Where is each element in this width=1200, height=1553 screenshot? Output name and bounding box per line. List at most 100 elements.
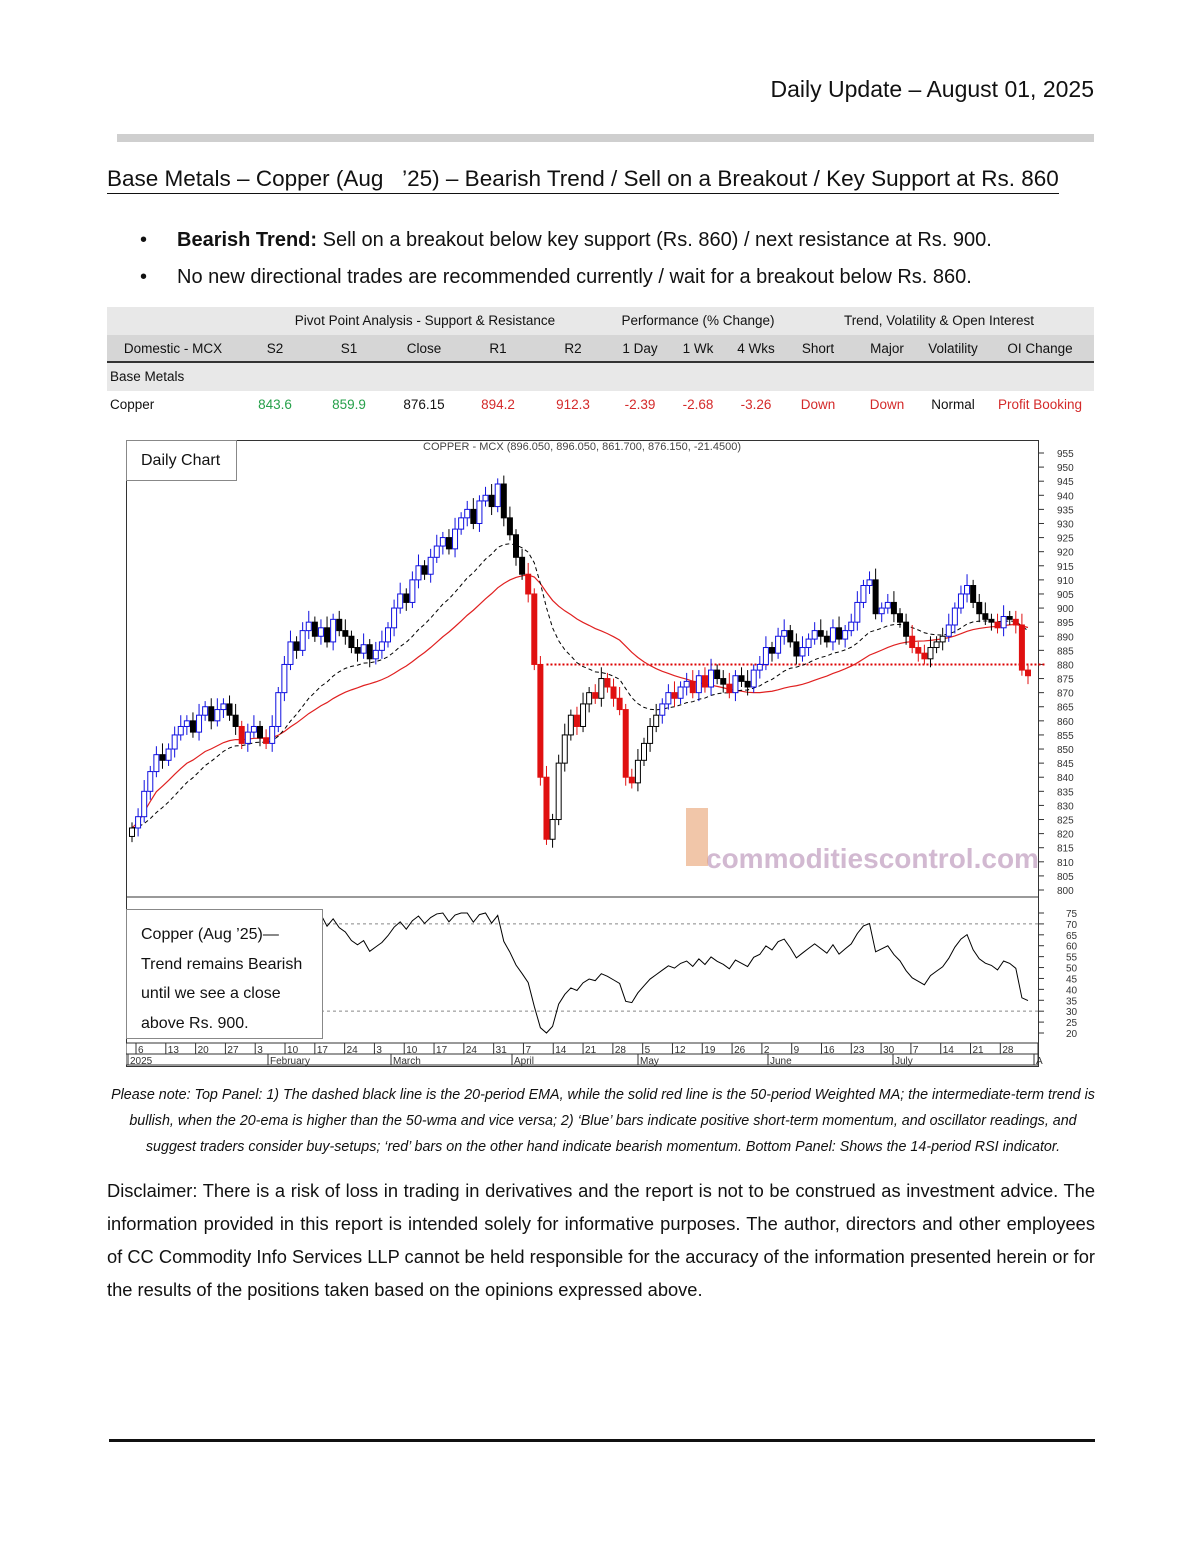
candle <box>634 759 641 784</box>
y-tick-label: 890 <box>1057 632 1074 643</box>
candle <box>775 635 782 654</box>
candle <box>372 649 379 660</box>
candle <box>598 678 605 699</box>
candle <box>933 641 940 649</box>
month-label: May <box>640 1056 659 1067</box>
candle <box>147 771 154 792</box>
y-tick-label: 895 <box>1057 618 1074 629</box>
candle <box>732 675 739 694</box>
day-tick-label: 13 <box>168 1045 180 1056</box>
candle <box>317 627 324 637</box>
bullet-item: Bearish Trend: Sell on a breakout below … <box>140 222 992 259</box>
candle <box>854 601 861 623</box>
candle <box>738 675 745 682</box>
candle <box>500 483 507 519</box>
candle <box>433 545 440 558</box>
chart-panel-label: Daily Chart <box>126 440 237 481</box>
day-tick-label: 12 <box>674 1045 686 1056</box>
day-tick-label: 9 <box>794 1045 800 1056</box>
candle <box>781 630 788 637</box>
day-tick-label: 21 <box>585 1045 597 1056</box>
candle <box>848 621 855 632</box>
month-label: July <box>895 1056 913 1067</box>
table-row: Copper 843.6 859.9 876.15 894.2 912.3 -2.39 -2.… <box>107 391 1094 419</box>
candle <box>939 635 946 643</box>
candle <box>531 593 538 665</box>
candle <box>342 630 349 637</box>
day-tick-label: 27 <box>227 1045 239 1056</box>
candle <box>464 508 471 519</box>
candle <box>872 579 879 615</box>
column-header: 1 Day <box>622 341 658 356</box>
month-label: March <box>393 1056 421 1067</box>
chart-note: Please note: Top Panel: 1) The dashed bl… <box>111 1087 1095 1155</box>
candle <box>543 776 550 840</box>
candle <box>799 647 806 657</box>
y-tick-label: 920 <box>1057 548 1074 559</box>
candle <box>567 714 574 736</box>
table-cell: Normal <box>931 397 975 412</box>
candle <box>470 508 477 524</box>
candle <box>293 641 300 651</box>
candle <box>525 573 532 595</box>
candle <box>452 528 459 550</box>
y-tick-label: 935 <box>1057 505 1074 516</box>
table-cell: -2.68 <box>682 397 714 412</box>
rsi-tick-label: 45 <box>1066 974 1078 985</box>
bullet-bold: Bearish Trend: <box>177 229 318 251</box>
column-header: Major <box>870 341 904 356</box>
candle <box>513 534 519 558</box>
candle <box>671 692 678 699</box>
candle <box>263 737 270 744</box>
day-tick-label: 5 <box>645 1045 651 1056</box>
rsi-line <box>217 912 1029 1034</box>
y-tick-label: 905 <box>1057 590 1074 601</box>
candle <box>232 714 239 727</box>
candle <box>378 641 385 651</box>
header-divider <box>117 134 1094 142</box>
candle <box>202 706 209 716</box>
candle <box>494 483 501 508</box>
day-tick-label: 2 <box>764 1045 770 1056</box>
candle <box>647 725 654 744</box>
candle <box>1000 616 1007 629</box>
day-tick-label: 14 <box>943 1045 955 1056</box>
day-tick-label: 10 <box>406 1045 418 1056</box>
candle <box>281 663 288 694</box>
y-tick-label: 925 <box>1057 534 1074 545</box>
day-tick-label: 17 <box>436 1045 448 1056</box>
y-tick-label: 915 <box>1057 562 1074 573</box>
table-cell: Down <box>869 397 905 412</box>
y-tick-label: 860 <box>1057 717 1074 728</box>
candle <box>287 641 294 665</box>
rsi-tick-label: 25 <box>1066 1018 1078 1029</box>
column-header: Volatility <box>928 341 978 356</box>
column-header: Domestic - MCX <box>123 341 223 356</box>
candle <box>220 703 227 711</box>
day-tick-label: 28 <box>1002 1045 1014 1056</box>
day-tick-label: 24 <box>466 1045 478 1056</box>
candle <box>135 816 142 829</box>
day-tick-label: 3 <box>376 1045 382 1056</box>
column-header: 4 Wks <box>737 341 775 356</box>
y-tick-label: 900 <box>1057 604 1074 615</box>
candle <box>549 819 556 840</box>
candle <box>354 647 361 654</box>
candle <box>519 556 526 575</box>
day-tick-label: 23 <box>853 1045 865 1056</box>
candle <box>1025 669 1031 677</box>
candle <box>141 790 148 818</box>
section-label: Base Metals <box>110 369 185 384</box>
bullet-text: No new directional trades are recommende… <box>177 266 972 288</box>
candle <box>823 635 830 643</box>
y-tick-label: 865 <box>1057 703 1074 714</box>
candle <box>616 697 623 711</box>
y-tick-label: 840 <box>1057 773 1074 784</box>
table-cell: 859.9 <box>332 397 366 412</box>
candle <box>226 703 233 716</box>
chart-annotation: Copper (Aug ’25)— Trend remains Bearish … <box>126 909 323 1039</box>
candle <box>171 734 178 750</box>
candle <box>476 500 483 524</box>
rsi-tick-label: 75 <box>1066 909 1078 920</box>
column-header: R2 <box>564 341 582 356</box>
